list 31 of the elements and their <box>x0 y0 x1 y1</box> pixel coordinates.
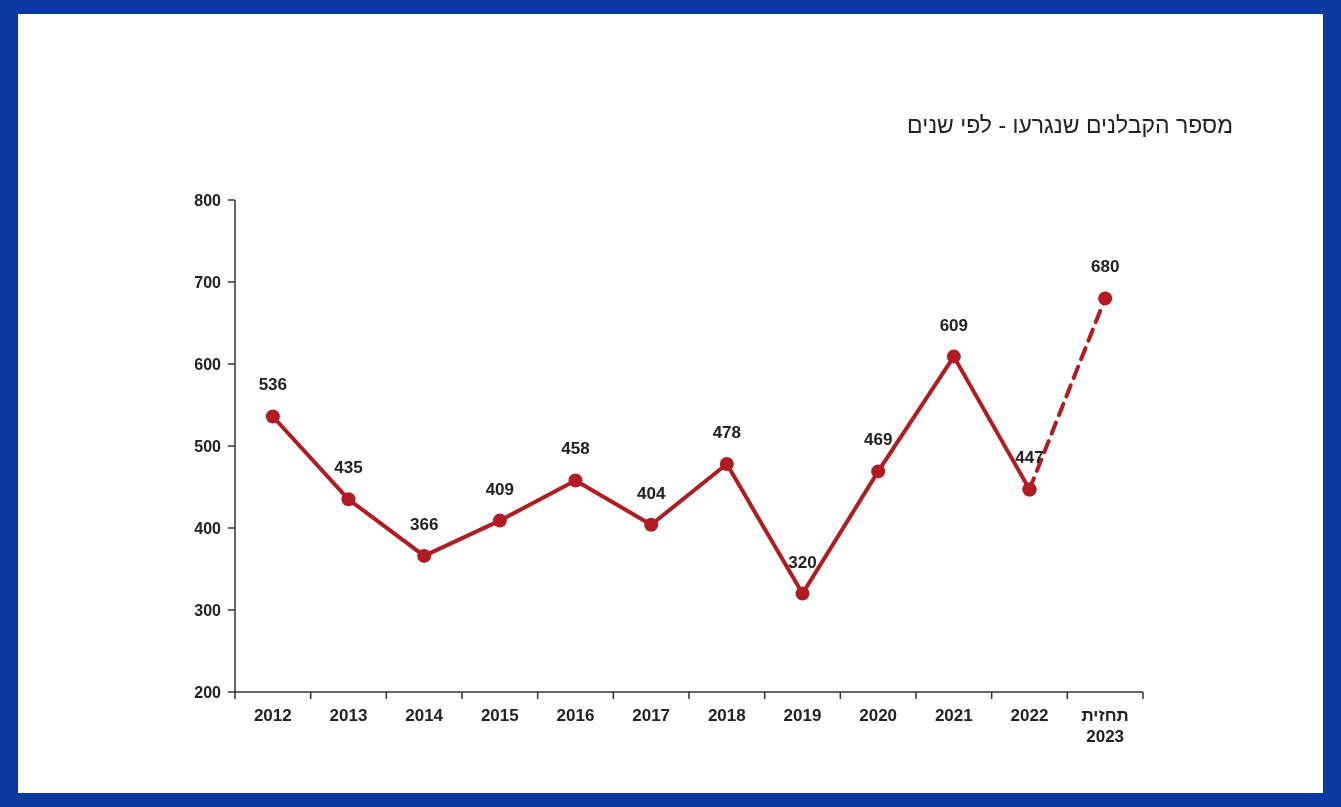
x-tick-label: 2013 <box>329 706 368 725</box>
data-label: 680 <box>1090 257 1120 277</box>
data-label: 404 <box>636 483 666 503</box>
data-label: 435 <box>334 458 363 478</box>
x-tick-label: 2014 <box>405 706 444 725</box>
y-tick-label: 800 <box>194 192 222 209</box>
x-tick-label: 2022 <box>1010 706 1049 725</box>
data-label: 469 <box>863 430 893 450</box>
x-tick-label: 2012 <box>253 706 292 725</box>
chart-title: מספר הקבלנים שנגרעו - לפי שנים <box>907 112 1233 138</box>
data-label: 447 <box>1015 448 1044 468</box>
data-label: 536 <box>258 375 288 395</box>
data-label: 458 <box>561 439 590 459</box>
x-tick-label: 2017 <box>632 706 671 725</box>
x-tick-label: 2016 <box>556 706 595 725</box>
data-label: 320 <box>788 552 817 572</box>
x-tick-label: 2015 <box>480 706 519 725</box>
y-tick-label: 700 <box>194 274 222 291</box>
x-tick-label: 2018 <box>707 706 746 725</box>
data-label: 366 <box>409 514 439 534</box>
data-label: 478 <box>712 423 742 443</box>
y-tick-label: 300 <box>194 602 222 619</box>
x-tick-label: 2021 <box>934 706 973 725</box>
y-tick-label: 500 <box>194 438 222 455</box>
y-tick-label: 200 <box>194 684 222 701</box>
data-label: 409 <box>485 479 515 499</box>
y-tick-label: 400 <box>194 520 222 537</box>
x-tick-label: 2020 <box>859 706 898 725</box>
data-label: 609 <box>939 315 969 335</box>
x-tick-label: 2019 <box>783 706 822 725</box>
y-tick-label: 600 <box>194 356 222 373</box>
